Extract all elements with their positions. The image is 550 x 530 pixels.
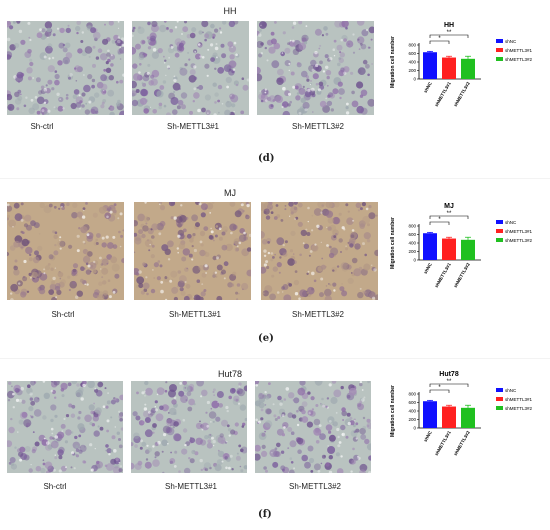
panel-divider [0, 358, 550, 359]
image-label-f-3: Sh-METTL3#2 [288, 482, 342, 491]
bar-chart-mj: MJ Migration cell number 0 200 400 600 800 shNC… [390, 203, 533, 289]
y-tick-label: 800 [408, 392, 416, 397]
significance-stars: ** [447, 379, 452, 385]
significance-stars: ** [447, 211, 452, 217]
legend-swatch [496, 220, 503, 224]
bar-chart-hut78: Hut78 Migration cell number 0 200 400 600 800 s… [390, 371, 533, 457]
bar-shNC [423, 233, 437, 260]
y-tick-label: 0 [413, 426, 416, 431]
chart-title: MJ [444, 203, 454, 210]
y-tick-label: 400 [408, 60, 416, 65]
bar-shMETTL3#2 [461, 407, 475, 428]
x-tick-label: shNC [423, 261, 434, 274]
legend-label: shNC [505, 39, 517, 44]
micrograph-e-2 [134, 202, 251, 300]
panel-e-title: MJ [224, 188, 236, 198]
bar-shNC [423, 52, 437, 79]
panel-divider [0, 178, 550, 179]
figure-letter-d: (d) [258, 153, 275, 164]
legend-label: shNC [505, 220, 517, 225]
bar-shMETTL3#1 [442, 57, 456, 79]
panel-f-title: Hut78 [217, 369, 243, 379]
x-tick-label: shMETTL3#2 [453, 262, 471, 289]
image-label-e-1: Sh-ctrl [51, 310, 75, 319]
significance-bracket [429, 34, 469, 38]
y-tick-label: 800 [408, 43, 416, 48]
bar-shMETTL3#2 [461, 58, 475, 79]
y-axis-label: Migration cell number [390, 217, 396, 269]
y-tick-label: 200 [408, 249, 416, 254]
legend-swatch [496, 388, 503, 392]
significance-bracket [429, 40, 450, 44]
x-tick-label: shMETTL3#1 [434, 430, 452, 457]
panel-d-title: HH [223, 6, 237, 16]
x-tick-label: shNC [423, 429, 434, 442]
bar-shMETTL3#2 [461, 239, 475, 260]
figure-letter-e: (e) [258, 333, 274, 344]
image-label-d-2: Sh-METTL3#1 [166, 122, 220, 131]
legend-label: shMETTL3#1 [505, 229, 533, 234]
image-label-f-1: Sh-ctrl [43, 482, 67, 491]
legend-swatch [496, 57, 503, 61]
y-tick-label: 800 [408, 224, 416, 229]
y-tick-label: 0 [413, 77, 416, 82]
legend-swatch [496, 397, 503, 401]
micrograph-e-1 [7, 202, 124, 300]
significance-star: * [438, 385, 441, 391]
significance-bracket [429, 383, 469, 387]
y-tick-label: 400 [408, 241, 416, 246]
y-axis-label: Migration cell number [390, 36, 396, 88]
image-label-e-2: Sh-METTL3#1 [168, 310, 222, 319]
bar-shMETTL3#1 [442, 238, 456, 260]
micrograph-f-1 [7, 381, 123, 473]
significance-bracket [429, 215, 469, 219]
y-tick-label: 0 [413, 258, 416, 263]
significance-star: * [438, 217, 441, 223]
x-tick-label: shMETTL3#2 [453, 430, 471, 457]
bar-shNC [423, 401, 437, 428]
image-label-d-1: Sh-ctrl [30, 122, 54, 131]
micrograph-d-1 [7, 21, 124, 115]
chart-title: HH [444, 22, 454, 29]
y-tick-label: 600 [408, 51, 416, 56]
legend-swatch [496, 406, 503, 410]
y-tick-label: 200 [408, 68, 416, 73]
bar-shMETTL3#1 [442, 406, 456, 428]
chart-title: Hut78 [439, 371, 459, 378]
legend-swatch [496, 238, 503, 242]
legend-label: shMETTL3#1 [505, 48, 533, 53]
legend-label: shMETTL3#2 [505, 406, 533, 411]
micrograph-e-3 [261, 202, 378, 300]
x-tick-label: shMETTL3#1 [434, 81, 452, 108]
significance-stars: ** [447, 30, 452, 36]
legend-label: shMETTL3#2 [505, 238, 533, 243]
micrograph-d-2 [132, 21, 249, 115]
legend-swatch [496, 229, 503, 233]
legend-label: shMETTL3#1 [505, 397, 533, 402]
micrograph-f-2 [131, 381, 247, 473]
significance-star: * [438, 36, 441, 42]
legend-swatch [496, 39, 503, 43]
micrograph-d-3 [257, 21, 374, 115]
legend-swatch [496, 48, 503, 52]
significance-bracket [429, 221, 450, 225]
y-tick-label: 600 [408, 232, 416, 237]
image-label-f-2: Sh-METTL3#1 [164, 482, 218, 491]
image-label-e-3: Sh-METTL3#2 [291, 310, 345, 319]
significance-bracket [429, 389, 450, 393]
y-axis-label: Migration cell number [390, 385, 396, 437]
x-tick-label: shMETTL3#2 [453, 81, 471, 108]
y-tick-label: 400 [408, 409, 416, 414]
bar-chart-hh: HH Migration cell number 0 200 400 600 800 shNC… [390, 22, 533, 108]
image-label-d-3: Sh-METTL3#2 [291, 122, 345, 131]
figure-letter-f: (f) [258, 509, 272, 520]
micrograph-f-3 [255, 381, 371, 473]
x-tick-label: shNC [423, 80, 434, 93]
x-tick-label: shMETTL3#1 [434, 262, 452, 289]
legend-label: shMETTL3#2 [505, 57, 533, 62]
y-tick-label: 600 [408, 400, 416, 405]
legend-label: shNC [505, 388, 517, 393]
y-tick-label: 200 [408, 417, 416, 422]
